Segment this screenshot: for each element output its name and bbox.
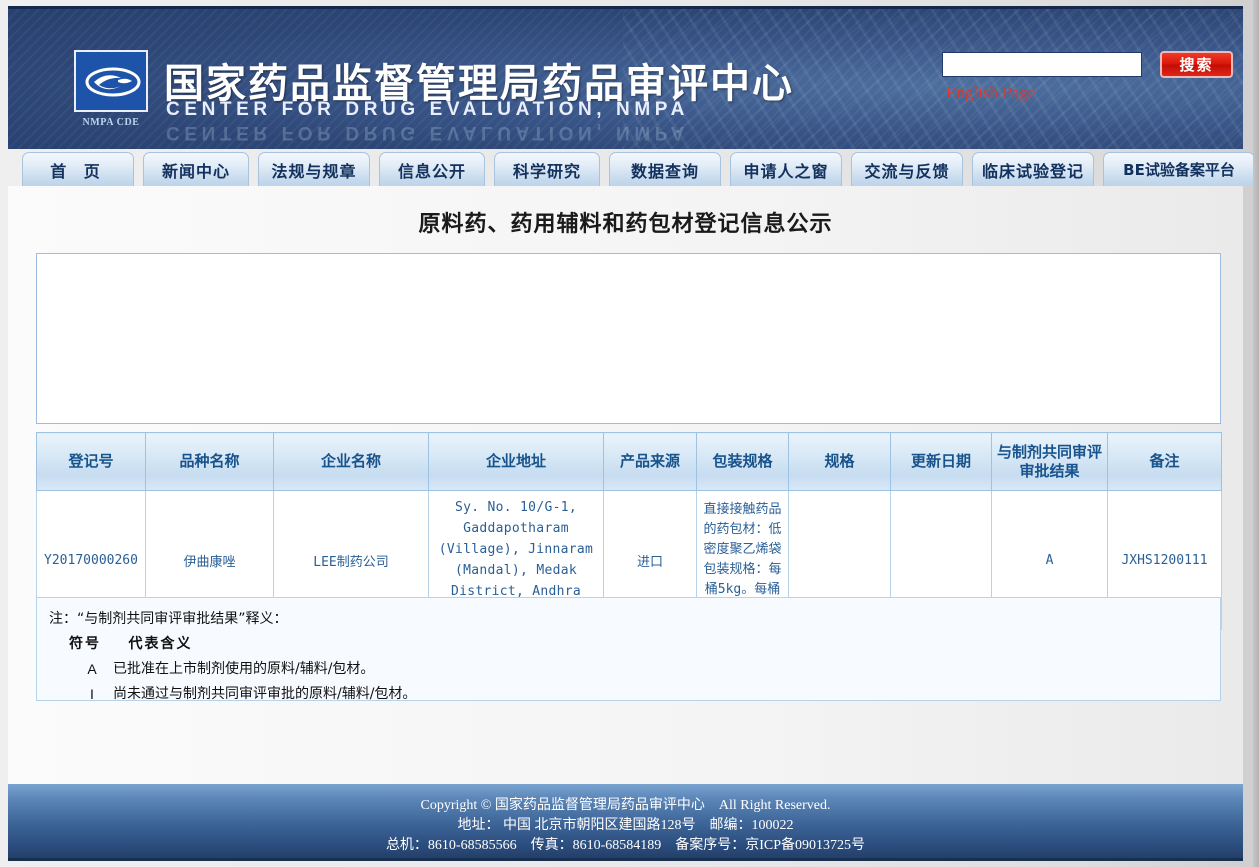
nav-tab-7[interactable]: 申请人之窗 [730, 152, 842, 186]
note-meaning-i: 尚未通过与制剂共同审评审批的原料/辅料/包材。 [113, 686, 417, 702]
nav-tab-label: 申请人之窗 [743, 161, 829, 181]
english-page-link[interactable]: English Page [946, 83, 1036, 102]
main-navigation: 首 页 新闻中心 法规与规章 信息公开 科学研究 数据查询 申请人之窗 交流与反馈 临床试验登记… [8, 152, 1255, 186]
nav-tab-5[interactable]: 科学研究 [494, 152, 600, 186]
banner-texture [623, 9, 1243, 149]
nav-tab-label: 临床试验登记 [981, 161, 1084, 181]
legend-note: 注：“与制剂共同审评审批结果”释义： 符号 代表含义 A 已批准在上市制剂使用的… [36, 597, 1221, 702]
col-variety: 品种名称 [145, 432, 274, 491]
col-company: 企业名称 [273, 432, 429, 491]
col-source: 产品来源 [603, 432, 697, 491]
footer-address: 地址： 中国 北京市朝阳区建国路128号 邮编：100022 [457, 818, 794, 833]
nmpa-logo [74, 50, 148, 112]
footer-copyright: Copyright © 国家药品监督管理局药品审评中心 All Right Re… [420, 798, 831, 813]
nav-tab-2[interactable]: 新闻中心 [143, 152, 249, 186]
nav-tab-8[interactable]: 交流与反馈 [851, 152, 963, 186]
col-reg-no: 登记号 [36, 432, 146, 491]
col-spec: 规格 [788, 432, 891, 491]
col-update-date: 更新日期 [890, 432, 992, 491]
nav-tab-1[interactable]: 首 页 [22, 152, 134, 186]
note-title: 注：“与制剂共同审评审批结果”释义： [49, 611, 288, 627]
banner-cn-title: 国家药品监督管理局药品审评中心 [164, 61, 794, 107]
search-input[interactable] [942, 52, 1142, 77]
nav-tab-4[interactable]: 信息公开 [379, 152, 485, 186]
table-header-row: 登记号 品种名称 企业名称 企业地址 产品来源 包装规格 规格 更新日期 与制剂… [36, 432, 1222, 491]
footer-contact: 总机：8610-68585566 传真：8610-68584189 备案序号：京… [385, 838, 866, 853]
banner-en-title: CENTER FOR DRUG EVALUATION, NMPA [166, 99, 689, 120]
nav-tab-label: 科学研究 [512, 161, 581, 181]
nav-tab-3[interactable]: 法规与规章 [258, 152, 370, 186]
col-joint-review: 与制剂共同审评审批结果 [991, 432, 1108, 491]
search-button[interactable]: 搜索 [1160, 51, 1233, 78]
nav-tab-label: 首 页 [50, 161, 106, 181]
nav-tab-label: BE试验备案平台 [1123, 161, 1235, 179]
note-symbol-i: I [90, 686, 94, 702]
nav-tab-9[interactable]: 临床试验登记 [972, 152, 1094, 186]
note-header-meaning: 代表含义 [128, 636, 193, 652]
note-meaning-a: 已批准在上市制剂使用的原料/辅料/包材。 [113, 661, 375, 677]
site-footer: Copyright © 国家药品监督管理局药品审评中心 All Right Re… [8, 784, 1243, 861]
nav-tab-6[interactable]: 数据查询 [609, 152, 721, 186]
banner-en-title-reflection: CENTER FOR DRUG EVALUATION, NMPA [166, 122, 689, 143]
col-package: 包装规格 [696, 432, 789, 491]
cde-emblem-icon [85, 67, 141, 97]
note-row-i: I 尚未通过与制剂共同审评审批的原料/辅料/包材。 [49, 682, 1208, 707]
query-panel [36, 253, 1221, 424]
nav-tab-label: 数据查询 [630, 161, 699, 181]
page-title: 原料药、药用辅料和药包材登记信息公示 [418, 212, 833, 237]
nav-tab-label: 交流与反馈 [864, 161, 950, 181]
content-area: 原料药、药用辅料和药包材登记信息公示 登记类型： 原料药登记数据 药用辅料登记数… [8, 186, 1243, 784]
note-row-a: A 已批准在上市制剂使用的原料/辅料/包材。 [49, 657, 1208, 682]
col-remark: 备注 [1107, 432, 1222, 491]
nav-tab-label: 法规与规章 [271, 161, 357, 181]
nav-tab-10[interactable]: BE试验备案平台 [1103, 152, 1255, 186]
nav-tab-label: 信息公开 [397, 161, 466, 181]
note-symbol-a: A [87, 661, 97, 677]
nav-tab-label: 新闻中心 [161, 161, 230, 181]
note-header: 符号 代表含义 [49, 632, 1208, 657]
note-header-symbol: 符号 [69, 636, 101, 652]
site-banner: NMPA CDE 国家药品监督管理局药品审评中心 CENTER FOR DRUG… [8, 6, 1243, 149]
col-address: 企业地址 [428, 432, 604, 491]
logo-caption: NMPA CDE [82, 117, 140, 128]
